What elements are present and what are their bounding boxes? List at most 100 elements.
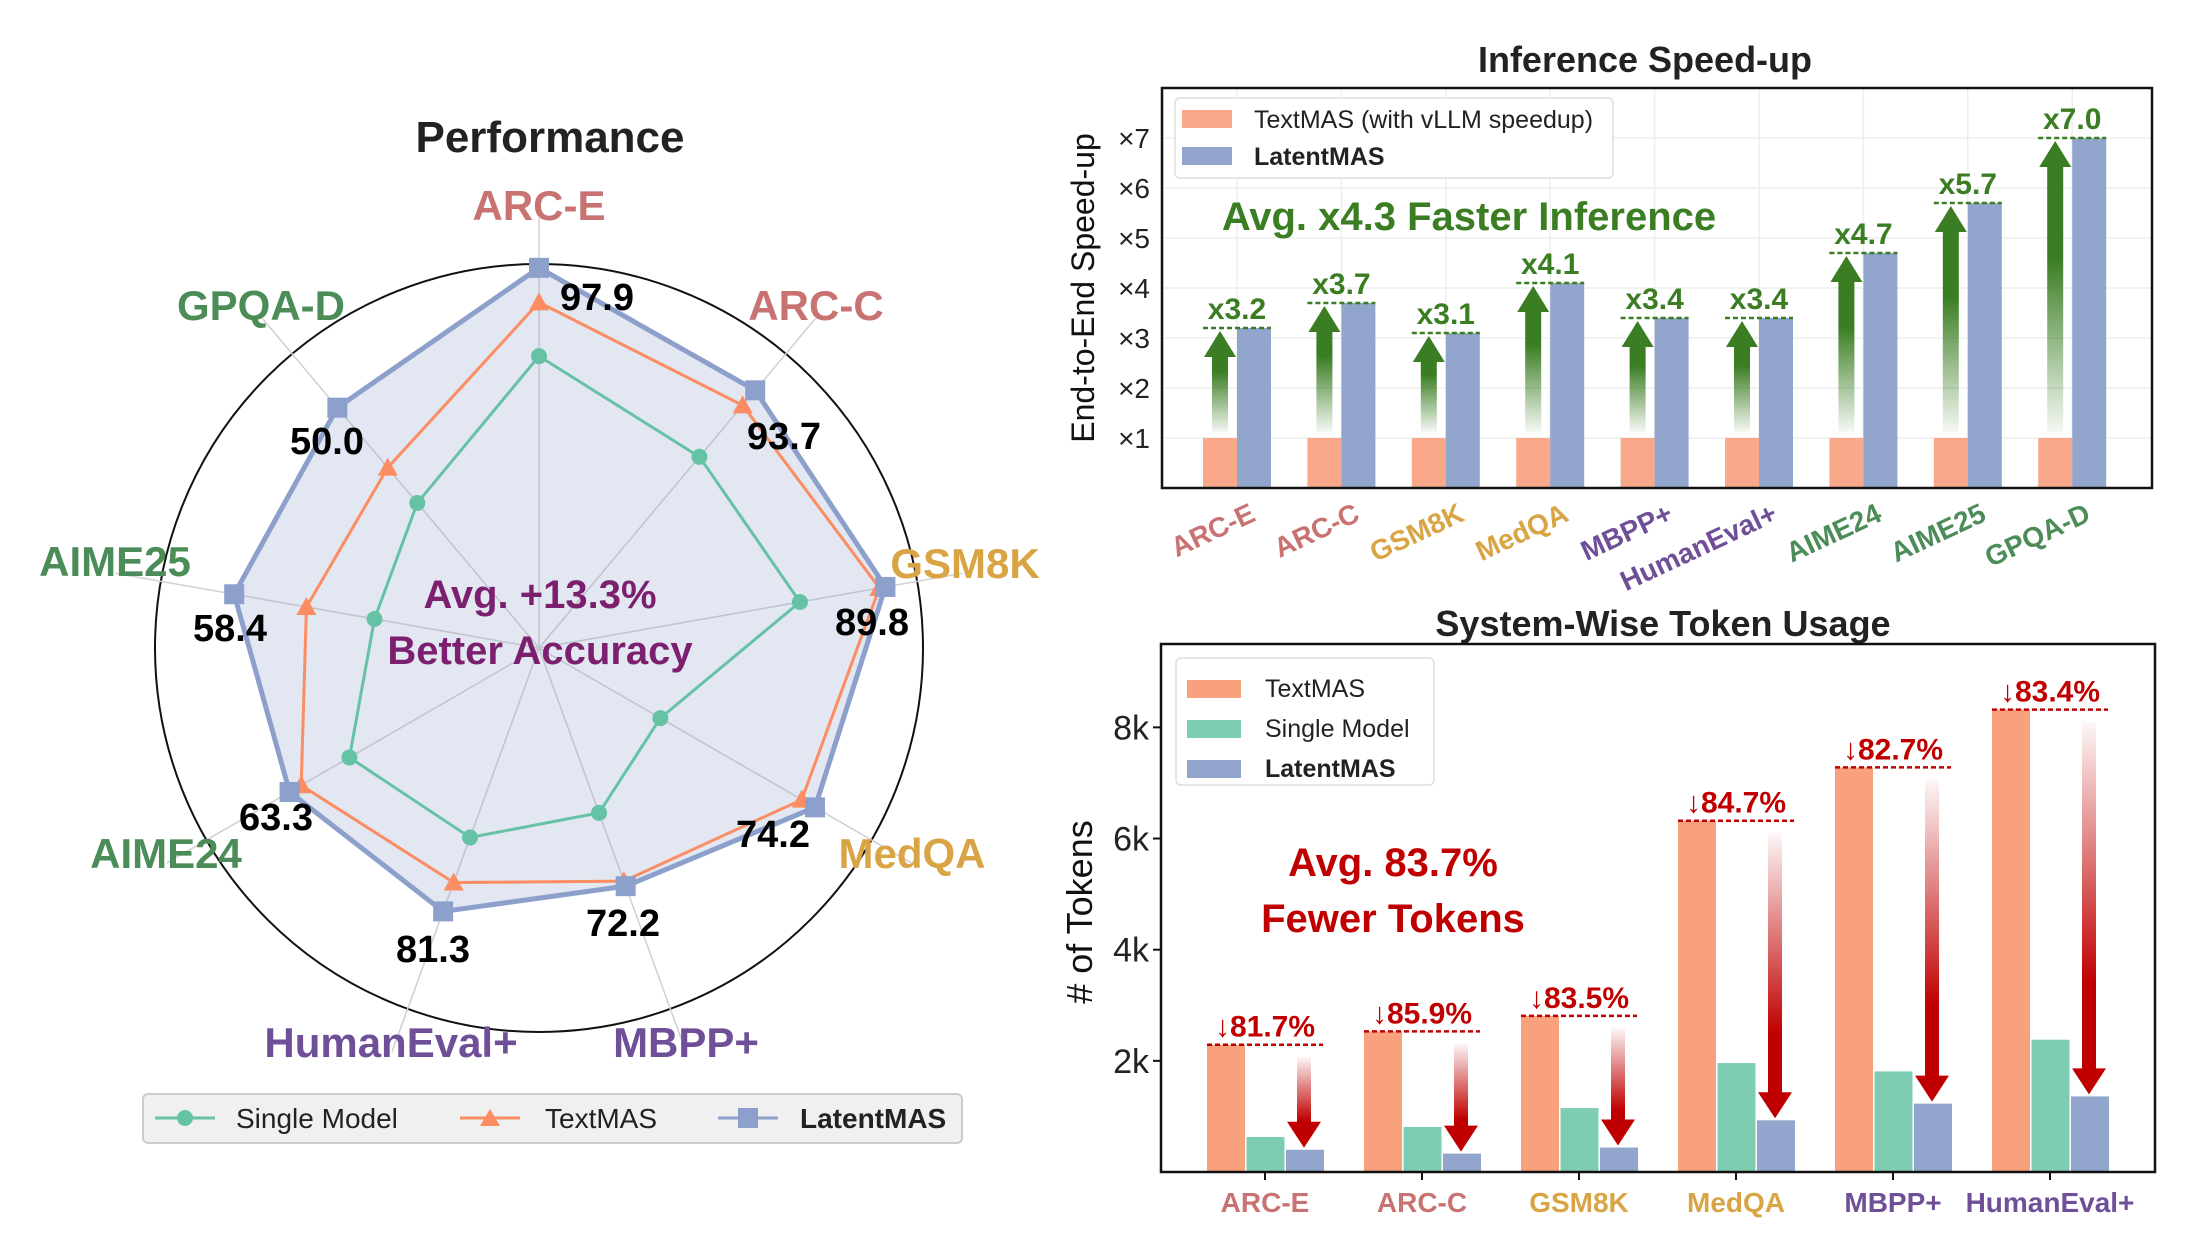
speedup-ytick: ×4 (1118, 273, 1150, 304)
token-bar-single-model (1246, 1136, 1285, 1172)
speedup-arrow-icon (1621, 321, 1654, 432)
token-bar-textmas (1521, 1015, 1559, 1172)
token-bar-latentmas (1600, 1147, 1638, 1172)
radar-value-label: 97.9 (560, 277, 634, 319)
speedup-xtick: AIME24 (1781, 497, 1886, 568)
speedup-legend-swatch-textmas (1182, 110, 1232, 128)
radar-point-single (691, 448, 708, 465)
token-bar-latentmas (1914, 1103, 1952, 1172)
radar-spoke (538, 318, 817, 649)
speedup-bar-latentmas (1445, 333, 1480, 488)
token-arrow-down-icon (2072, 721, 2106, 1095)
speedup-ylabel: End-to-End Speed-up (1065, 133, 1101, 443)
speedup-arrow-icon (1517, 286, 1550, 432)
token-arrow-down-icon (1758, 832, 1792, 1119)
token-xtick: MedQA (1687, 1187, 1785, 1218)
speedup-data-label: x3.1 (1417, 298, 1475, 331)
speedup-bar-latentmas (1237, 328, 1271, 488)
speedup-arrow-icon (1412, 336, 1445, 432)
speedup-bar-latentmas (2072, 138, 2107, 488)
radar-point-latentmas (529, 257, 549, 278)
token-legend-label: LatentMAS (1265, 755, 1396, 783)
token-bar-single-model (1717, 1063, 1756, 1172)
token-data-label: ↓81.7% (1215, 1011, 1315, 1044)
radar-point-textmas (296, 596, 317, 615)
speedup-arrow-icon (1726, 321, 1758, 432)
speedup-arrow-icon (1204, 331, 1236, 432)
token-annotation-line1: Avg. 83.7% (1288, 841, 1498, 885)
speedup-bar-textmas (1725, 438, 1759, 488)
radar-axis-label: MedQA (839, 830, 986, 877)
speedup-xtick: GSM8K (1365, 497, 1468, 567)
token-legend-label: Single Model (1265, 715, 1410, 743)
speedup-chart: Inference Speed-up End-to-End Speed-up ×… (1065, 39, 2154, 597)
radar-title: Performance (415, 113, 684, 162)
token-xtick: HumanEval+ (1966, 1187, 2135, 1218)
token-xtick: ARC-C (1377, 1187, 1467, 1218)
token-legend-swatch (1187, 720, 1241, 738)
speedup-ytick: ×7 (1118, 123, 1150, 154)
token-bar-textmas (1207, 1044, 1245, 1172)
legend-latent: LatentMAS (800, 1103, 946, 1134)
radar-value-label: 58.4 (193, 608, 267, 650)
radar-spoke (261, 318, 540, 649)
radar-value-label: 63.3 (239, 797, 313, 839)
token-data-label: ↓85.9% (1372, 997, 1472, 1030)
speedup-ytick: ×5 (1118, 223, 1150, 254)
radar-annotation-line1: Avg. +13.3% (423, 573, 656, 617)
speedup-data-label: x7.0 (2043, 103, 2101, 136)
radar-point-single (531, 348, 547, 365)
token-title: System-Wise Token Usage (1435, 603, 1890, 644)
radar-point-latentmas (279, 782, 300, 802)
speedup-bar-textmas (2038, 438, 2073, 488)
radar-value-label: 81.3 (396, 929, 470, 971)
speedup-ytick: ×1 (1118, 423, 1150, 454)
speedup-axes-frame (1160, 86, 2154, 490)
legend-marker-single (177, 1110, 193, 1126)
legend-textmas: TextMAS (545, 1103, 657, 1134)
token-bar-textmas (1835, 767, 1873, 1172)
token-bar-latentmas (1443, 1153, 1481, 1172)
radar-spoke (391, 647, 540, 1053)
speedup-arrow-icon (1934, 206, 1967, 432)
speedup-ytick: ×3 (1118, 323, 1150, 354)
speedup-legend-textmas: TextMAS (with vLLM speedup) (1254, 106, 1593, 134)
speedup-legend-swatch-latentmas (1182, 147, 1232, 165)
speedup-arrow-icon (2039, 141, 2072, 432)
speedup-arrow-icon (1830, 256, 1863, 432)
token-data-label: ↓83.5% (1529, 982, 1629, 1015)
speedup-title: Inference Speed-up (1478, 39, 1812, 80)
radar-point-single (791, 593, 808, 610)
radar-point-latentmas (433, 901, 454, 922)
radar-value-label: 74.2 (736, 814, 810, 856)
token-xtick: ARC-E (1221, 1187, 1310, 1218)
token-legend-label: TextMAS (1265, 675, 1365, 703)
speedup-data-label: x3.7 (1312, 268, 1370, 301)
radar-point-latentmas (805, 797, 826, 818)
speedup-data-label: x3.2 (1208, 293, 1266, 326)
token-chart: System-Wise Token Usage # of Tokens 2k 4k… (1059, 603, 2157, 1218)
speedup-xtick: ARC-E (1166, 497, 1259, 563)
radar-value-label: 89.8 (835, 602, 909, 644)
radar-axis-label: GSM8K (890, 540, 1039, 587)
speedup-bar-textmas (1829, 438, 1864, 488)
radar-fill-latentmas (234, 267, 886, 912)
token-ytick: 2k (1113, 1043, 1150, 1081)
speedup-bar-latentmas (1341, 303, 1376, 488)
token-bar-single-model (1403, 1126, 1442, 1172)
speedup-ytick: ×6 (1118, 173, 1150, 204)
speedup-bar-textmas (1307, 438, 1342, 488)
radar-line-latentmas (231, 264, 889, 915)
speedup-xtick: AIME25 (1886, 497, 1991, 568)
speedup-ytick: ×2 (1118, 373, 1150, 404)
radar-point-single (341, 749, 358, 766)
token-arrow-down-icon (1444, 1043, 1478, 1152)
radar-axis-label: ARC-E (473, 182, 606, 229)
token-data-label: ↓83.4% (2000, 676, 2100, 709)
token-ytick: 8k (1113, 709, 1150, 747)
speedup-bar-textmas (1620, 438, 1655, 488)
radar-chart: Performance Avg. +13.3% Better Accuracy … (39, 113, 1040, 1066)
radar-spoke (538, 647, 687, 1053)
token-arrow-down-icon (1915, 779, 1949, 1102)
speedup-data-label: x3.4 (1730, 283, 1789, 316)
